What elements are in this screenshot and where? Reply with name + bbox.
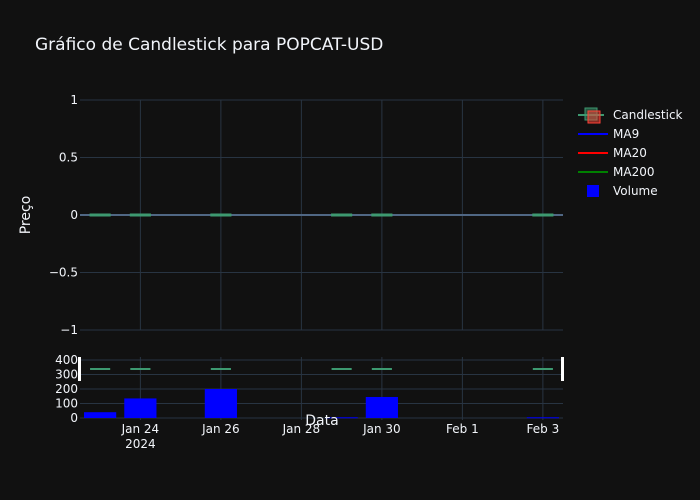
volume-tick-label: 100 [55, 397, 78, 411]
legend[interactable]: Candlestick MA9 MA20 MA200 Volume [578, 107, 683, 198]
volume-bar [124, 398, 157, 418]
legend-item[interactable]: MA9 [578, 127, 639, 141]
candle-mark-volume [90, 368, 111, 370]
price-tick-label: −0.5 [49, 266, 78, 280]
legend-item[interactable]: MA200 [578, 165, 654, 179]
legend-label: MA200 [613, 165, 654, 179]
candle-body [532, 213, 554, 217]
volume-tick-label: 300 [55, 368, 78, 382]
x-tick-label: Jan 28 [282, 422, 321, 436]
volume-edge-marker-left [78, 357, 81, 381]
candle-mark-volume [371, 368, 392, 370]
candle-mark-volume [210, 368, 231, 370]
legend-item[interactable]: Candlestick [578, 107, 683, 124]
chart-title: Gráfico de Candlestick para POPCAT-USD [35, 35, 383, 55]
grid-lines [80, 99, 563, 420]
legend-label: Candlestick [613, 108, 683, 122]
volume-edge-marker-right [561, 357, 564, 381]
legend-item[interactable]: MA20 [578, 146, 647, 160]
price-tick-label: 0.5 [59, 151, 78, 165]
x-axis-title: Data [305, 413, 338, 429]
price-panel [89, 213, 554, 217]
x-year-label: 2024 [125, 437, 156, 451]
volume-bar [84, 412, 117, 418]
candle-body [129, 213, 151, 217]
legend-label: MA9 [613, 127, 639, 141]
candle-mark-volume [130, 368, 151, 370]
price-tick-label: 1 [70, 93, 78, 107]
volume-bar [365, 396, 398, 418]
x-tick-label: Jan 24 [121, 422, 160, 436]
x-tick-label: Jan 30 [362, 422, 401, 436]
x-tick-label: Jan 26 [201, 422, 240, 436]
volume-tick-label: 400 [55, 353, 78, 367]
volume-bar [325, 417, 358, 419]
volume-tick-label: 200 [55, 382, 78, 396]
legend-candle-decreasing-icon [587, 110, 601, 124]
x-tick-label: Feb 3 [527, 422, 560, 436]
candle-mark-volume [331, 368, 352, 370]
candle-body [89, 213, 111, 217]
volume-panel [78, 357, 564, 419]
legend-label: Volume [613, 184, 658, 198]
candle-body [331, 213, 353, 217]
price-tick-label: −1 [60, 323, 78, 337]
volume-tick-label: 0 [70, 411, 78, 425]
volume-bar [526, 417, 559, 419]
volume-bar [204, 389, 237, 418]
candle-body [210, 213, 232, 217]
legend-label: MA20 [613, 146, 647, 160]
candle-body [371, 213, 393, 217]
axes: Jan 24 Jan 26 Jan 28 Jan 30 Feb 1 Feb 3202410… [49, 93, 559, 451]
x-tick-label: Feb 1 [446, 422, 479, 436]
candle-mark-volume [532, 368, 553, 370]
legend-square-icon [587, 185, 599, 197]
price-tick-label: 0 [70, 208, 78, 222]
legend-item[interactable]: Volume [587, 184, 658, 198]
price-axis-title: Preço [18, 196, 34, 235]
